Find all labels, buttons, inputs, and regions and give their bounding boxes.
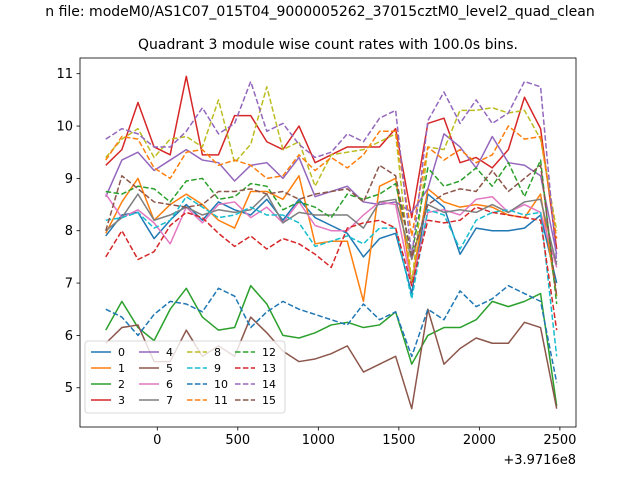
y-tick-label: 9: [65, 172, 73, 187]
series-lines: [105, 75, 558, 410]
legend-label-2: 2: [118, 378, 125, 391]
x-tick-label: 1500: [382, 433, 415, 448]
legend-label-10: 10: [214, 378, 228, 391]
legend-label-14: 14: [262, 378, 276, 391]
legend-label-15: 15: [262, 394, 276, 407]
series-line-13: [105, 206, 558, 331]
axes-frame: [79, 57, 577, 428]
series-line-9: [105, 195, 558, 357]
legend-label-0: 0: [118, 346, 125, 359]
legend-label-1: 1: [118, 362, 125, 375]
series-line-14: [105, 80, 558, 263]
legend-label-8: 8: [214, 346, 221, 359]
series-line-2: [105, 284, 558, 407]
series-line-7: [105, 193, 558, 265]
legend-label-5: 5: [166, 362, 173, 375]
chart-title: Quadrant 3 module wise count rates with …: [138, 37, 518, 53]
series-line-15: [105, 164, 558, 297]
legend-box: [84, 340, 286, 414]
legend-label-6: 6: [166, 378, 173, 391]
plot-area: 0 500 1000 1500 2000 2500 5 6 7 8 9 10 11 +3.9716e8 0 1…: [56, 57, 577, 468]
suptitle: n file: modeM0/AS1C07_015T04_9000005262_…: [45, 4, 594, 20]
legend-label-13: 13: [262, 362, 276, 375]
y-tick-label: 6: [65, 329, 73, 344]
y-tick-label: 8: [65, 224, 73, 239]
legend-label-9: 9: [214, 362, 221, 375]
legend-label-3: 3: [118, 394, 125, 407]
legend-label-7: 7: [166, 394, 173, 407]
legend-label-4: 4: [166, 346, 173, 359]
y-tick-label: 10: [56, 120, 73, 135]
x-tick-label: 1000: [302, 433, 335, 448]
y-tick-label: 11: [56, 67, 73, 82]
legend-label-12: 12: [262, 346, 276, 359]
x-tick-label: 500: [225, 433, 250, 448]
x-tick-label: 0: [153, 433, 161, 448]
y-tick-label: 5: [65, 381, 73, 396]
series-line-12: [105, 159, 558, 305]
x-offset-label: +3.9716e8: [503, 453, 576, 468]
x-tick-label: 2500: [543, 433, 576, 448]
legend-label-11: 11: [214, 394, 228, 407]
x-tick-label: 2000: [463, 433, 496, 448]
y-tick-label: 7: [65, 277, 73, 292]
series-line-6: [105, 193, 558, 287]
